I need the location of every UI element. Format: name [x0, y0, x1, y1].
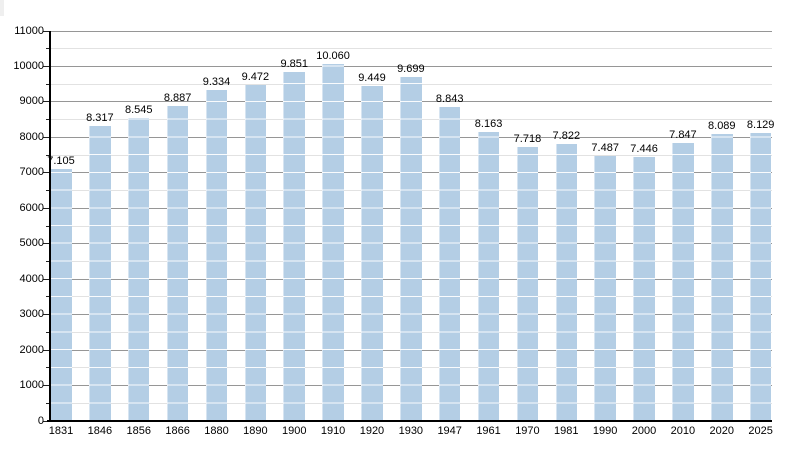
- bar-value-label: 7.847: [669, 128, 697, 141]
- y-axis-tick: [46, 154, 50, 156]
- gridline-minor: [50, 48, 772, 50]
- y-axis-tick: [43, 65, 50, 67]
- y-axis-label: 1000: [19, 379, 44, 392]
- bar-value-label: 8.129: [746, 118, 775, 131]
- x-axis-label: 1856: [126, 425, 151, 437]
- y-axis-label: 2000: [19, 343, 44, 356]
- bar-value-label: 7.105: [47, 155, 75, 168]
- bar-value-label: 8.163: [474, 117, 503, 130]
- y-axis-tick: [46, 83, 50, 85]
- bar-value-label: 9.334: [202, 76, 231, 89]
- bar-value-label: 7.487: [591, 141, 619, 154]
- x-axis-label: 1947: [437, 425, 462, 437]
- x-axis-label: 1831: [48, 425, 74, 437]
- y-axis-label: 9000: [19, 95, 44, 108]
- y-axis-tick: [46, 331, 50, 333]
- bar: [516, 147, 539, 421]
- y-axis-tick: [43, 207, 50, 209]
- gridline-major: [50, 65, 772, 67]
- bar-value-label: 8.545: [124, 104, 153, 117]
- y-axis-tick: [43, 172, 50, 174]
- bar: [749, 132, 772, 421]
- bar: [400, 77, 422, 421]
- bar: [555, 143, 578, 421]
- y-axis-label: 0: [37, 414, 44, 427]
- bar-value-label: 8.887: [163, 91, 192, 104]
- x-axis-label: 1930: [398, 425, 424, 437]
- x-axis-label: 1981: [554, 425, 579, 437]
- y-axis-label: 5000: [19, 237, 44, 250]
- x-axis-label: 1880: [204, 425, 229, 437]
- y-axis-tick: [46, 296, 50, 298]
- bar-value-label: 7.446: [630, 143, 658, 155]
- y-axis-label: 7000: [19, 166, 44, 179]
- bar-value-label: 9.851: [280, 57, 308, 70]
- screen-corner-artifact: [0, 0, 4, 16]
- y-axis-label: 3000: [19, 308, 44, 321]
- x-axis-label: 2025: [748, 425, 773, 437]
- y-axis-label: 6000: [19, 201, 44, 214]
- bar-value-label: 9.472: [241, 71, 270, 84]
- y-axis-label: 10000: [13, 59, 44, 72]
- y-axis-label: 4000: [19, 272, 44, 285]
- bar-value-label: 9.449: [358, 71, 386, 84]
- y-axis-label: 11000: [14, 24, 44, 37]
- y-axis-tick: [43, 385, 50, 387]
- x-axis-label: 1970: [515, 425, 540, 437]
- bar-value-label: 7.718: [513, 133, 542, 146]
- y-axis-tick: [43, 278, 50, 280]
- y-axis-tick: [43, 136, 50, 138]
- y-axis-tick: [43, 101, 50, 103]
- x-axis-label: 2010: [670, 425, 696, 437]
- x-axis-label: 1990: [592, 425, 618, 437]
- bar: [633, 157, 655, 421]
- bar: [711, 134, 733, 421]
- x-axis-label: 2020: [709, 425, 735, 437]
- bar: [166, 105, 189, 421]
- bar-value-label: 8.843: [435, 93, 464, 106]
- bar: [127, 118, 150, 421]
- y-axis-tick: [46, 48, 50, 50]
- bar-value-label: 7.822: [552, 129, 581, 142]
- y-axis-tick: [43, 243, 50, 245]
- x-axis-label: 1846: [87, 425, 113, 437]
- x-axis-label: 1866: [165, 425, 190, 437]
- x-axis-label: 2000: [631, 425, 657, 437]
- y-axis-tick: [46, 402, 50, 404]
- y-axis-tick: [43, 314, 50, 316]
- bar: [205, 90, 228, 421]
- x-axis-line: [46, 420, 772, 422]
- x-axis-label: 1920: [359, 425, 385, 437]
- bar: [244, 85, 267, 421]
- y-axis-tick: [46, 190, 50, 192]
- bar-value-label: 8.317: [86, 112, 114, 125]
- bar: [361, 85, 383, 421]
- y-axis-tick: [46, 367, 50, 369]
- bar: [672, 142, 694, 421]
- y-axis-tick: [43, 30, 50, 32]
- x-axis-label: 1910: [320, 425, 346, 437]
- x-axis-label: 1890: [243, 425, 268, 437]
- bar: [50, 169, 72, 421]
- gridline-major: [50, 30, 772, 32]
- bar-value-label: 9.699: [397, 63, 425, 76]
- bar-value-label: 8.089: [708, 120, 736, 133]
- y-axis-tick: [46, 225, 50, 227]
- bar: [438, 107, 461, 421]
- bar: [322, 64, 344, 421]
- bar: [594, 155, 616, 421]
- y-axis-tick: [46, 119, 50, 121]
- y-axis-label: 8000: [19, 130, 44, 143]
- bar: [89, 126, 111, 421]
- bar: [477, 131, 500, 421]
- y-axis-line: [49, 31, 51, 421]
- x-axis-label: 1900: [281, 425, 307, 437]
- bar: [283, 71, 305, 421]
- y-axis-tick: [43, 349, 50, 351]
- y-axis-tick: [46, 260, 50, 262]
- bar-value-label: 10.060: [316, 50, 350, 63]
- x-axis-label: 1961: [476, 425, 501, 437]
